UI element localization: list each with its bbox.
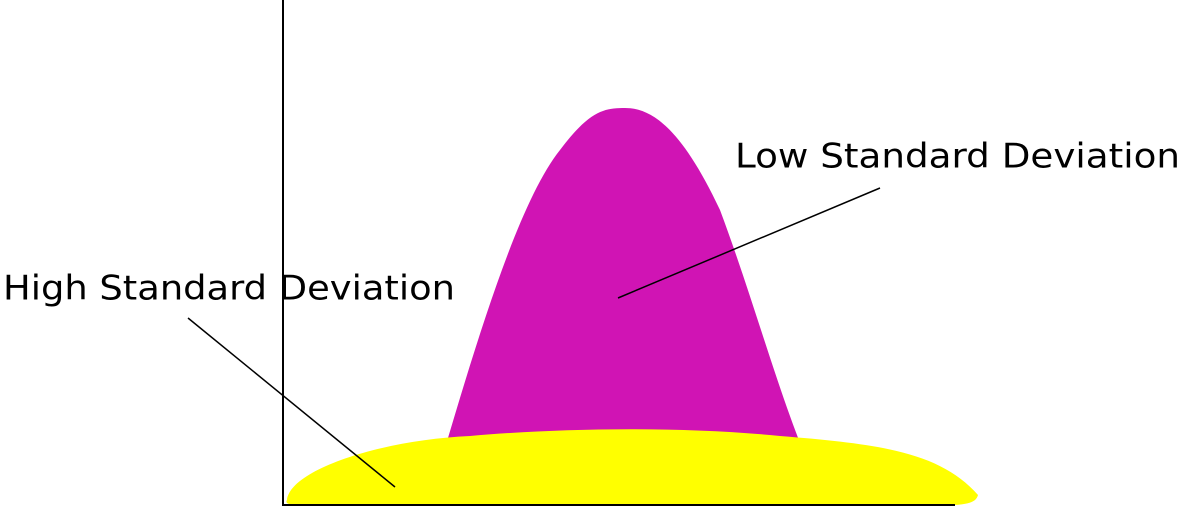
high-sd-leader (187, 317, 396, 488)
low-sd-label: Low Standard Deviation (735, 137, 1180, 177)
high-sd-curve (286, 429, 978, 506)
low-sd-curve (445, 108, 802, 448)
high-sd-label: High Standard Deviation (3, 269, 455, 309)
low-sd-leader (617, 187, 881, 299)
